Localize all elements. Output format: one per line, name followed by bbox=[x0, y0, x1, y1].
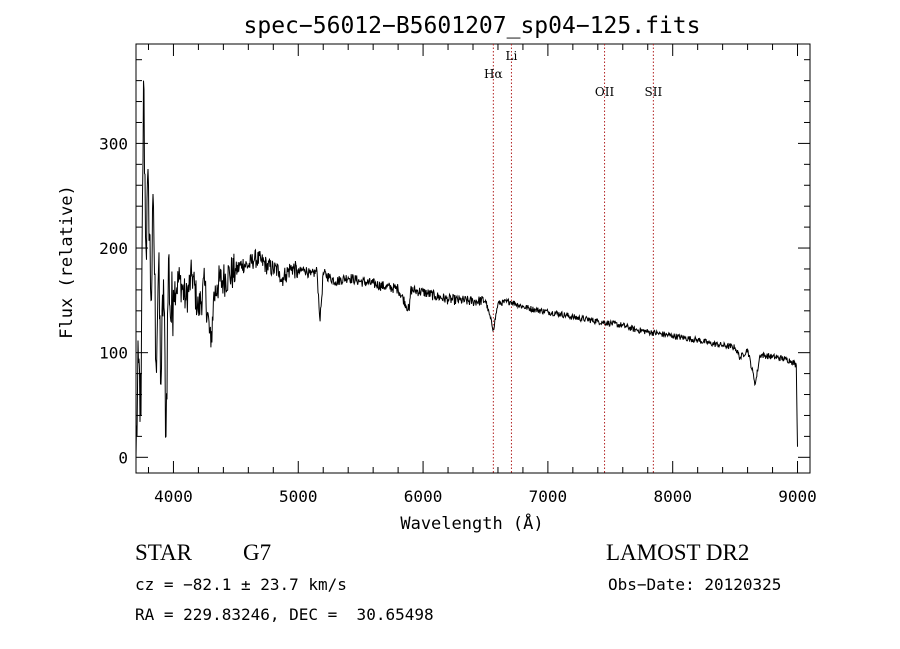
y-axis-label: Flux (relative) bbox=[57, 185, 77, 339]
x-axis-label: Wavelength (Å) bbox=[400, 512, 543, 534]
plot-frame bbox=[135, 43, 811, 474]
spectral-line-label: SII bbox=[645, 85, 663, 99]
redshift-velocity: cz = −82.1 ± 23.7 km/s bbox=[135, 575, 347, 594]
coordinates: RA = 229.83246, DEC = 30.65498 bbox=[135, 605, 434, 624]
y-tick-label: 300 bbox=[99, 134, 128, 153]
x-tick-label: 5000 bbox=[279, 487, 318, 506]
object-class: STAR bbox=[135, 540, 192, 565]
x-tick-label: 7000 bbox=[529, 487, 568, 506]
y-tick-label: 200 bbox=[99, 239, 128, 258]
survey-name: LAMOST DR2 bbox=[606, 540, 750, 565]
x-tick-label: 6000 bbox=[404, 487, 443, 506]
y-tick-label: 0 bbox=[118, 448, 128, 467]
x-tick-label: 4000 bbox=[154, 487, 193, 506]
chart-title: spec−56012−B5601207_sp04−125.fits bbox=[244, 13, 701, 39]
y-axis: 0 100 200 300 bbox=[99, 59, 810, 467]
y-tick-label: 100 bbox=[99, 344, 128, 363]
spectral-line-label: Li bbox=[506, 49, 518, 63]
x-axis: 4000 5000 6000 7000 8000 9000 bbox=[147, 44, 817, 506]
observation-date: Obs−Date: 20120325 bbox=[608, 575, 782, 594]
object-subclass: G7 bbox=[243, 540, 272, 565]
x-tick-label: 8000 bbox=[653, 487, 692, 506]
x-tick-label: 9000 bbox=[778, 487, 817, 506]
spectral-line-label: Hα bbox=[484, 67, 503, 81]
spectrum-series-line bbox=[135, 80, 798, 458]
spectral-line-label: OII bbox=[595, 85, 615, 99]
